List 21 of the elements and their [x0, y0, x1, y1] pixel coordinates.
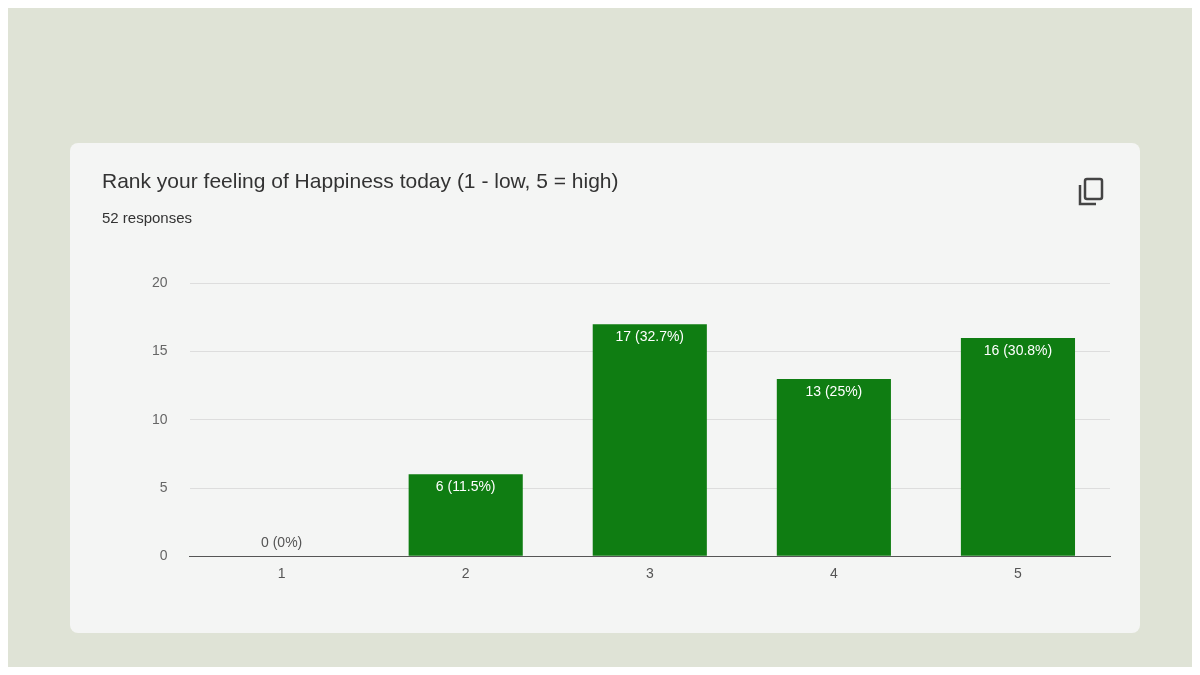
chart-subtitle: 52 responses [102, 209, 193, 226]
bar [592, 324, 707, 556]
y-tick-label: 20 [151, 274, 168, 291]
data-label: 6 (11.5%) [435, 478, 496, 495]
x-tick-label: 5 [1014, 565, 1023, 582]
x-tick-label: 1 [277, 565, 286, 582]
bar [960, 337, 1076, 556]
x-tick-label: 2 [461, 565, 470, 582]
y-tick-label: 0 [159, 547, 168, 564]
data-label: 0 (0%) [261, 534, 303, 551]
y-tick-label: 5 [159, 478, 168, 495]
y-tick-label: 15 [151, 342, 168, 359]
x-tick-label: 4 [829, 565, 838, 582]
data-label: 16 (30.8%) [983, 341, 1053, 358]
data-label: 17 (32.7%) [615, 328, 685, 345]
y-tick-label: 10 [151, 410, 168, 427]
chart-title: Rank your feeling of Happiness today (1 - low, 5 = high) [102, 169, 619, 193]
x-tick-label: 3 [645, 565, 654, 582]
bar [408, 474, 523, 556]
data-label: 13 (25%) [805, 382, 863, 399]
bar [776, 378, 891, 556]
